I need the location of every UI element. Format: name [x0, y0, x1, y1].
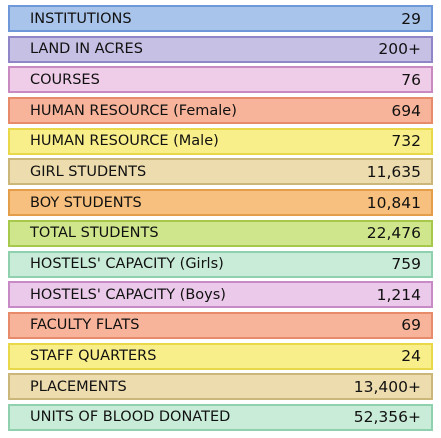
stat-label: PLACEMENTS: [30, 378, 127, 395]
stat-label: HOSTELS' CAPACITY (Girls): [30, 256, 224, 272]
stat-label: TOTAL STUDENTS: [30, 225, 159, 242]
stat-row: FACULTY FLATS 69: [8, 311, 433, 339]
stat-row: BOY STUDENTS 10,841: [8, 189, 433, 217]
stat-row: HUMAN RESOURCE (Female) 694: [8, 97, 433, 125]
stat-value: 11,635: [366, 162, 421, 181]
stat-label: INSTITUTIONS: [30, 10, 132, 27]
stat-label: LAND IN ACRES: [30, 41, 143, 58]
stat-value: 759: [391, 255, 421, 273]
stat-label: HUMAN RESOURCE (Male): [30, 133, 219, 150]
stat-row: UNITS OF BLOOD DONATED 52,356+: [8, 403, 433, 431]
stat-row: HUMAN RESOURCE (Male) 732: [8, 127, 433, 155]
stat-value: 694: [391, 101, 421, 120]
stat-label: HUMAN RESOURCE (Female): [30, 102, 237, 119]
stat-label: STAFF QUARTERS: [30, 348, 157, 365]
stat-row: GIRL STUDENTS 11,635: [8, 158, 433, 186]
stat-row: STAFF QUARTERS 24: [8, 342, 433, 370]
stat-value: 29: [401, 9, 421, 28]
stat-row: LAND IN ACRES 200+: [8, 35, 433, 63]
stat-row: INSTITUTIONS 29: [8, 5, 433, 32]
stat-label: GIRL STUDENTS: [30, 163, 147, 180]
stat-label: HOSTELS' CAPACITY (Boys): [30, 286, 226, 303]
stat-value: 1,214: [376, 285, 421, 304]
stat-value: 10,841: [366, 193, 421, 212]
stats-list: INSTITUTIONS 29 LAND IN ACRES 200+ COURSES 76…: [8, 5, 433, 435]
stat-row: PLACEMENTS 13,400+: [8, 373, 433, 401]
stat-row: HOSTELS' CAPACITY (Boys) 1,214: [8, 281, 433, 309]
stat-value: 732: [391, 132, 421, 151]
stat-value: 52,356+: [353, 408, 421, 427]
stat-value: 76: [401, 70, 421, 89]
stat-row: TOTAL STUDENTS 22,476: [8, 219, 433, 247]
stat-value: 69: [401, 316, 421, 335]
stat-value: 13,400+: [353, 377, 421, 396]
stat-label: COURSES: [30, 71, 100, 88]
stat-value: 200+: [378, 40, 421, 59]
stat-label: UNITS OF BLOOD DONATED: [30, 409, 231, 426]
stat-value: 22,476: [366, 224, 421, 243]
stat-row: HOSTELS' CAPACITY (Girls) 759: [8, 250, 433, 278]
stat-label: FACULTY FLATS: [30, 317, 140, 334]
stat-row: COURSES 76: [8, 66, 433, 94]
stat-value: 24: [401, 347, 421, 366]
stat-label: BOY STUDENTS: [30, 194, 142, 211]
